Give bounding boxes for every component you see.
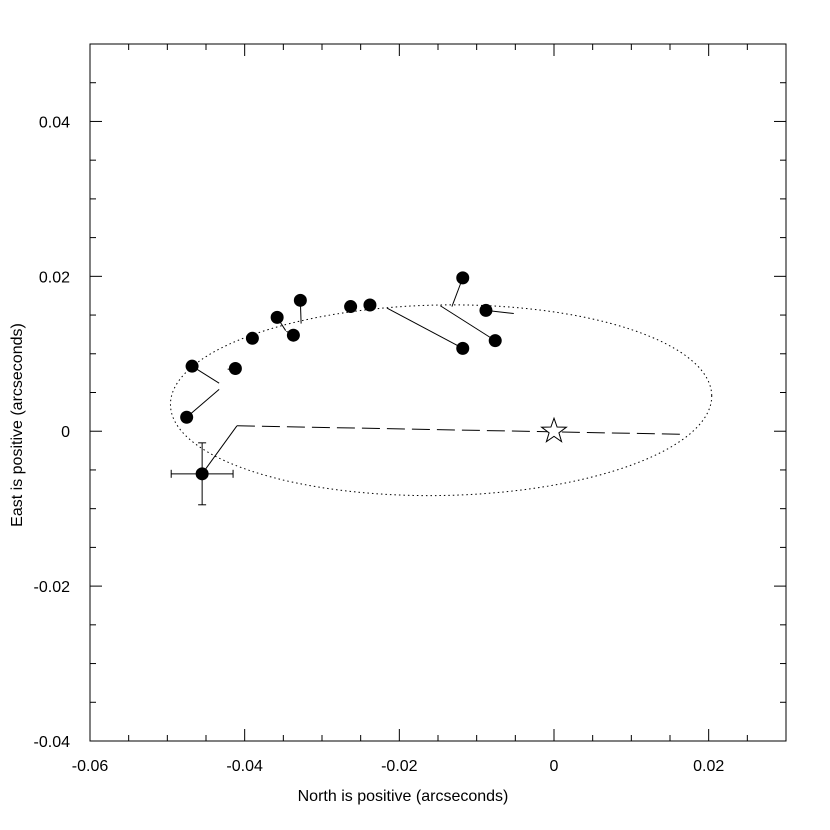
primary-star-marker [540, 416, 568, 443]
data-point [195, 467, 209, 481]
data-point [488, 334, 502, 348]
data-point [185, 359, 199, 373]
data-point [479, 303, 493, 317]
data-point [228, 361, 242, 375]
data-point [270, 310, 284, 324]
data-point [456, 271, 470, 285]
y-tick-label: 0 [61, 424, 70, 441]
data-point [344, 300, 358, 314]
x-axis-title: North is positive (arcseconds) [298, 788, 509, 805]
x-tick-label: -0.06 [72, 758, 109, 775]
star-layer [540, 416, 568, 443]
data-point [180, 410, 194, 424]
data-point [363, 298, 377, 312]
x-tick-label: 0 [550, 758, 559, 775]
residual-line [386, 307, 463, 349]
data-points-layer [180, 271, 502, 481]
y-axis-title: East is positive (arcseconds) [9, 323, 26, 527]
residual-lines-layer [186, 277, 514, 475]
y-tick-label: -0.04 [34, 734, 71, 751]
y-tick-label: 0.04 [39, 114, 70, 131]
residual-line [186, 389, 220, 418]
data-point [286, 328, 300, 342]
x-tick-label: -0.02 [381, 758, 418, 775]
orbit-ellipse [169, 304, 713, 497]
y-axis-ticks: -0.04 -0.02 0 0.02 0.04 [34, 43, 786, 751]
data-point [245, 331, 259, 345]
x-tick-label: -0.04 [226, 758, 263, 775]
y-tick-label: -0.02 [34, 579, 71, 596]
residual-line [201, 425, 238, 475]
residual-line [440, 305, 496, 342]
data-point [293, 293, 307, 307]
y-tick-label: 0.02 [39, 269, 70, 286]
data-point [456, 341, 470, 355]
x-axis-ticks: -0.06 -0.04 -0.02 0 0.02 [72, 44, 787, 775]
x-tick-label: 0.02 [693, 758, 724, 775]
orbit-layer [169, 304, 713, 497]
